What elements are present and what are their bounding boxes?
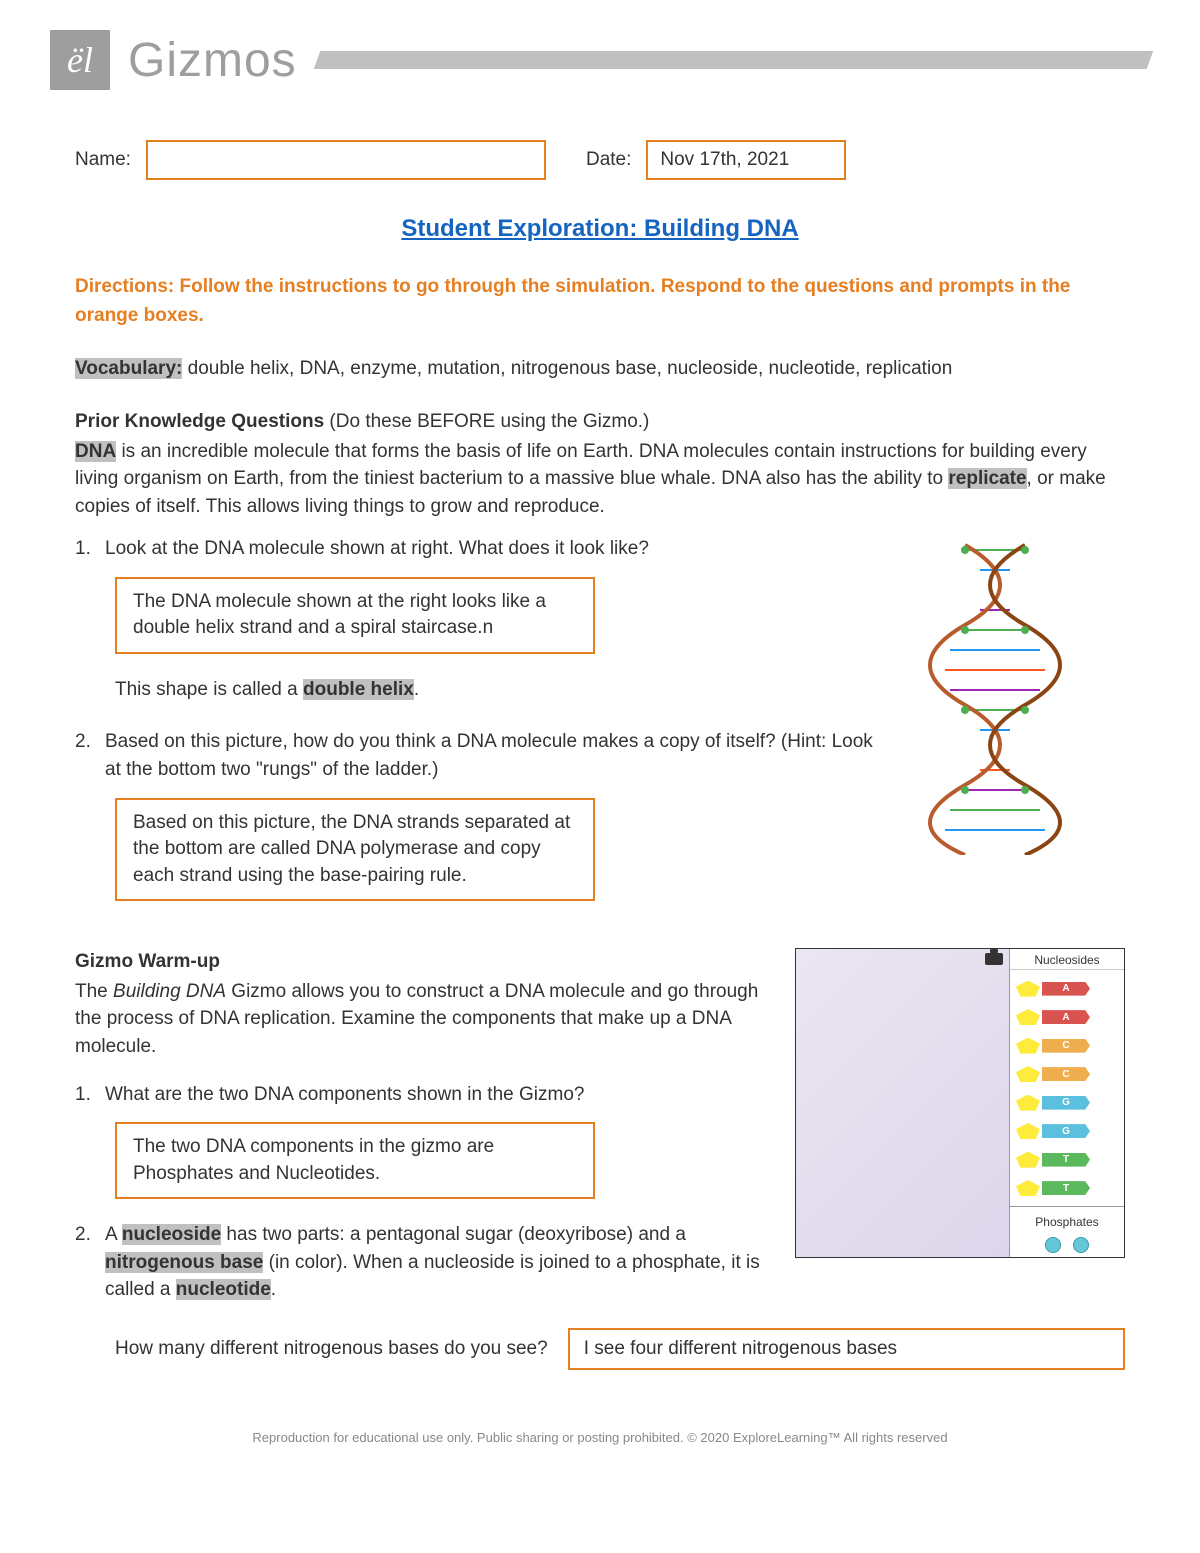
- q2-answer-box[interactable]: Based on this picture, the DNA strands s…: [115, 798, 595, 902]
- nucleotide-term: nucleotide: [176, 1279, 271, 1300]
- nucleoside-item[interactable]: C: [1016, 1036, 1118, 1056]
- wq2-question-text: How many different nitrogenous bases do …: [115, 1338, 548, 1360]
- nucleoside-item[interactable]: G: [1016, 1093, 1118, 1113]
- nucleoside-item[interactable]: A: [1016, 979, 1118, 999]
- sugar-icon: [1016, 1180, 1040, 1196]
- warmup-heading-text: Gizmo Warm-up: [75, 951, 220, 972]
- wq1-answer-box[interactable]: The two DNA components in the gizmo are …: [115, 1122, 595, 1199]
- prior-sub: (Do these BEFORE using the Gizmo.): [329, 411, 649, 432]
- logo-icon: ël: [50, 30, 110, 90]
- wq2-inline-row: How many different nitrogenous bases do …: [115, 1328, 1125, 1370]
- questions-left: 1. Look at the DNA molecule shown at rig…: [75, 535, 875, 923]
- wq2-a: A: [105, 1224, 122, 1245]
- q1-q2-area: 1. Look at the DNA molecule shown at rig…: [75, 535, 1125, 923]
- base-label: C: [1042, 1039, 1090, 1053]
- q1-followup: This shape is called a double helix.: [115, 676, 875, 704]
- prior-heading-line: Prior Knowledge Questions (Do these BEFO…: [75, 408, 1125, 436]
- nucleosides-label: Nucleosides: [1010, 949, 1124, 970]
- wq2-number: 2.: [75, 1221, 105, 1304]
- warmup-italic: Building DNA: [113, 981, 226, 1002]
- q1-number: 1.: [75, 535, 105, 563]
- nucleoside-item[interactable]: G: [1016, 1121, 1118, 1141]
- base-label: G: [1042, 1124, 1090, 1138]
- worksheet-page: ël Gizmos Name: Date: Nov 17th, 2021 Stu…: [0, 0, 1200, 1465]
- header: ël Gizmos: [50, 30, 1150, 90]
- q1-text: Look at the DNA molecule shown at right.…: [105, 535, 875, 563]
- date-input[interactable]: Nov 17th, 2021: [646, 140, 846, 180]
- nucleoside-item[interactable]: T: [1016, 1178, 1118, 1198]
- warmup-left: Gizmo Warm-up The Building DNA Gizmo all…: [75, 948, 795, 1318]
- nbase-term: nitrogenous base: [105, 1252, 263, 1273]
- camera-icon: [985, 953, 1003, 965]
- q2-number: 2.: [75, 728, 105, 783]
- phosphates-label: Phosphates: [1014, 1211, 1120, 1231]
- sugar-icon: [1016, 1152, 1040, 1168]
- q1-after-b: .: [414, 679, 419, 700]
- date-label: Date:: [586, 149, 631, 171]
- dna-image-col: [875, 535, 1125, 923]
- wq2-d: .: [271, 1279, 276, 1300]
- base-label: T: [1042, 1181, 1090, 1195]
- nucleoside-list: AA CC GG TT: [1010, 970, 1124, 1206]
- wq1-text: What are the two DNA components shown in…: [105, 1081, 775, 1109]
- warmup-area: Gizmo Warm-up The Building DNA Gizmo all…: [75, 948, 1125, 1318]
- wq1-number: 1.: [75, 1081, 105, 1109]
- base-label: G: [1042, 1096, 1090, 1110]
- base-label: A: [1042, 982, 1090, 996]
- sugar-icon: [1016, 1038, 1040, 1054]
- vocabulary-line: Vocabulary: double helix, DNA, enzyme, m…: [75, 358, 1125, 380]
- nucleoside-item[interactable]: C: [1016, 1064, 1118, 1084]
- brand-name: Gizmos: [128, 33, 297, 88]
- sugar-icon: [1016, 981, 1040, 997]
- warmup-q1: 1. What are the two DNA components shown…: [75, 1081, 775, 1109]
- dna-term: DNA: [75, 441, 116, 462]
- q1-after-a: This shape is called a: [115, 679, 303, 700]
- wq2-answer-box[interactable]: I see four different nitrogenous bases: [568, 1328, 1125, 1370]
- q1-answer-box[interactable]: The DNA molecule shown at the right look…: [115, 577, 595, 654]
- sugar-icon: [1016, 1066, 1040, 1082]
- header-bar: [313, 51, 1153, 69]
- sugar-icon: [1016, 1095, 1040, 1111]
- name-date-row: Name: Date: Nov 17th, 2021: [75, 140, 1125, 180]
- base-label: T: [1042, 1153, 1090, 1167]
- sugar-icon: [1016, 1123, 1040, 1139]
- page-title: Student Exploration: Building DNA: [75, 215, 1125, 243]
- gizmo-panel: Nucleosides AA CC GG TT Phosphates: [795, 948, 1125, 1258]
- prior-heading: Prior Knowledge Questions: [75, 411, 329, 432]
- phosphate-icon: [1073, 1237, 1089, 1253]
- vocab-label: Vocabulary:: [75, 358, 182, 379]
- wq2-text: A nucleoside has two parts: a pentagonal…: [105, 1221, 775, 1304]
- warmup-text-a: The: [75, 981, 113, 1002]
- nucleoside-item[interactable]: A: [1016, 1007, 1118, 1027]
- directions-text: Directions: Follow the instructions to g…: [75, 273, 1125, 330]
- phosphates-section: Phosphates: [1010, 1206, 1124, 1257]
- question-2: 2. Based on this picture, how do you thi…: [75, 728, 875, 783]
- sugar-icon: [1016, 1009, 1040, 1025]
- vocab-text: double helix, DNA, enzyme, mutation, nit…: [182, 358, 952, 379]
- nucleoside-item[interactable]: T: [1016, 1150, 1118, 1170]
- gizmo-screenshot: Nucleosides AA CC GG TT Phosphates: [795, 948, 1125, 1318]
- footer-text: Reproduction for educational use only. P…: [75, 1430, 1125, 1445]
- q2-text: Based on this picture, how do you think …: [105, 728, 875, 783]
- phosphate-row: [1014, 1231, 1120, 1253]
- gizmo-sidebar: Nucleosides AA CC GG TT Phosphates: [1009, 949, 1124, 1257]
- name-label: Name:: [75, 149, 131, 171]
- content: Name: Date: Nov 17th, 2021 Student Explo…: [50, 140, 1150, 1445]
- nucleoside-term: nucleoside: [122, 1224, 221, 1245]
- question-1: 1. Look at the DNA molecule shown at rig…: [75, 535, 875, 563]
- warmup-paragraph: The Building DNA Gizmo allows you to con…: [75, 978, 775, 1061]
- phosphate-icon: [1045, 1237, 1061, 1253]
- double-helix-term: double helix: [303, 679, 414, 700]
- base-label: C: [1042, 1067, 1090, 1081]
- prior-paragraph: DNA is an incredible molecule that forms…: [75, 438, 1125, 521]
- base-label: A: [1042, 1010, 1090, 1024]
- replicate-term: replicate: [948, 468, 1026, 489]
- name-input[interactable]: [146, 140, 546, 180]
- dna-helix-icon: [905, 535, 1085, 855]
- warmup-heading: Gizmo Warm-up: [75, 948, 775, 976]
- prior-text-a: is an incredible molecule that forms the…: [75, 441, 1087, 490]
- wq2-b: has two parts: a pentagonal sugar (deoxy…: [221, 1224, 686, 1245]
- warmup-q2: 2. A nucleoside has two parts: a pentago…: [75, 1221, 775, 1304]
- gizmo-main-view: [796, 949, 1009, 1257]
